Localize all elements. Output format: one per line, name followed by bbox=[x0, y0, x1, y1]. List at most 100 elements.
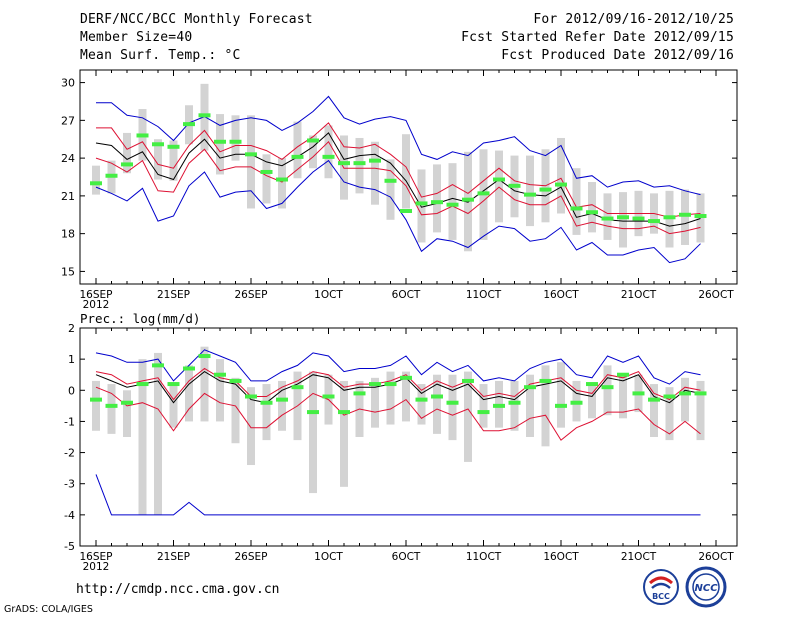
prec-observation-mark bbox=[276, 397, 288, 402]
prec-spread-box bbox=[402, 371, 410, 422]
temp-observation-mark bbox=[245, 152, 257, 157]
temp-observation-mark bbox=[400, 208, 412, 213]
produced-date: Fcst Produced Date 2012/09/16 bbox=[501, 48, 734, 63]
source-url[interactable]: http://cmdp.ncc.cma.gov.cn bbox=[76, 582, 280, 597]
temp-spread-box bbox=[557, 137, 565, 214]
prec-ytick-label: -4 bbox=[64, 509, 75, 522]
temp-observation-mark bbox=[632, 216, 645, 221]
prec-spread-box bbox=[433, 374, 441, 434]
temp-series-mean bbox=[95, 132, 701, 227]
temp-xtick-label: 6OCT bbox=[392, 289, 421, 301]
prec-observation-mark bbox=[508, 400, 521, 405]
prec-xtick-label: 26SEP bbox=[235, 551, 268, 563]
prec-observation-mark bbox=[415, 397, 428, 402]
temp-ytick-label: 18 bbox=[61, 228, 75, 241]
temp-observation-mark bbox=[183, 122, 195, 127]
prec-observation-mark bbox=[663, 394, 676, 399]
temp-ytick-label: 30 bbox=[61, 77, 75, 90]
temp-spread-box bbox=[588, 182, 596, 233]
prec-spread-box bbox=[386, 371, 395, 425]
temp-observation-mark bbox=[276, 177, 288, 182]
temp-observation-mark bbox=[121, 162, 133, 167]
temp-spread-box bbox=[278, 158, 286, 209]
prec-observation-mark bbox=[477, 410, 490, 415]
prec-observation-mark bbox=[539, 378, 552, 383]
temp-xtick-label: 26SEP bbox=[235, 289, 268, 301]
prec-series-max bbox=[95, 349, 701, 385]
temp-spread-box bbox=[526, 155, 534, 227]
prec-observation-mark bbox=[555, 403, 567, 408]
temp-observation-mark bbox=[555, 182, 567, 187]
prec-spread-box bbox=[510, 380, 519, 431]
temp-observation-mark bbox=[90, 181, 102, 186]
temp-spread-box bbox=[386, 159, 395, 220]
prec-spread-box bbox=[154, 352, 162, 515]
prec-xtick-year: 2012 bbox=[83, 561, 110, 573]
temp-observation-mark bbox=[493, 177, 505, 182]
prec-xtick-label: 21SEP bbox=[157, 551, 190, 563]
temp-xtick-label: 21SEP bbox=[157, 289, 190, 301]
temp-observation-mark bbox=[105, 173, 118, 178]
prec-spread-box bbox=[464, 371, 472, 462]
prec-observation-mark bbox=[648, 397, 660, 402]
prec-observation-mark bbox=[586, 382, 598, 387]
prec-observation-mark bbox=[245, 394, 257, 399]
temp-observation-mark bbox=[152, 142, 164, 147]
prec-observation-mark bbox=[307, 410, 319, 415]
temp-observation-mark bbox=[307, 138, 319, 143]
temp-observation-mark bbox=[586, 210, 598, 215]
prec-spread-box bbox=[309, 371, 317, 494]
temp-spread-box bbox=[92, 165, 100, 195]
temp-xtick-label: 16OCT bbox=[543, 289, 579, 301]
prec-observation-mark bbox=[260, 400, 273, 405]
member-size: Member Size=40 bbox=[80, 30, 193, 45]
temp-xtick-label: 1OCT bbox=[314, 289, 343, 301]
prec-xtick-label: 1OCT bbox=[314, 551, 343, 563]
prec-spread-box bbox=[216, 359, 224, 422]
prec-spread-box bbox=[479, 384, 488, 428]
prec-xtick-label: 16OCT bbox=[543, 551, 579, 563]
temp-observation-mark bbox=[431, 200, 443, 205]
ncc-logo-text: NCC bbox=[694, 583, 718, 594]
prec-spread-box bbox=[123, 390, 131, 437]
prec-spread-box bbox=[138, 359, 147, 515]
prec-ytick-label: 0 bbox=[68, 384, 75, 397]
temp-observation-mark bbox=[291, 154, 304, 159]
temp-series-min bbox=[95, 159, 701, 264]
temp-spread-box bbox=[262, 154, 271, 204]
temp-observation-mark bbox=[384, 178, 397, 183]
temp-observation-mark bbox=[601, 216, 614, 221]
temp-xtick-label: 26OCT bbox=[698, 289, 734, 301]
prec-spread-box bbox=[92, 380, 100, 431]
prec-spread-box bbox=[185, 365, 193, 422]
temp-series-max bbox=[96, 95, 701, 196]
prec-spread-box bbox=[231, 377, 240, 444]
prec-spread-box bbox=[650, 384, 658, 437]
temp-spread-box bbox=[448, 163, 457, 240]
temp-spread-box bbox=[169, 140, 178, 181]
bcc-logo-text: BCC bbox=[652, 592, 670, 601]
temp-observation-mark bbox=[539, 187, 552, 192]
prec-xtick-label: 6OCT bbox=[392, 551, 421, 563]
prec-observation-mark bbox=[105, 403, 118, 408]
prec-observation-mark bbox=[291, 385, 304, 390]
temp-observation-mark bbox=[570, 206, 583, 211]
temp-observation-mark bbox=[198, 113, 211, 118]
temp-spread-box bbox=[247, 115, 255, 209]
forecast-period: For 2012/09/16-2012/10/25 bbox=[533, 12, 734, 27]
temp-ytick-label: 27 bbox=[61, 114, 75, 127]
prec-spread-box bbox=[557, 362, 565, 428]
prec-ytick-label: 1 bbox=[68, 353, 75, 366]
prec-spread-box bbox=[340, 380, 348, 487]
ncc-logo: NCC bbox=[685, 566, 727, 608]
temp-spread-box bbox=[417, 169, 426, 243]
temp-ytick-label: 24 bbox=[61, 152, 75, 165]
prec-ytick-label: -5 bbox=[64, 540, 75, 553]
temp-observation-mark bbox=[229, 139, 242, 144]
temp-series-p-low bbox=[95, 140, 701, 235]
bcc-logo: BCC bbox=[643, 569, 679, 605]
temp-plot-frame bbox=[79, 69, 738, 285]
temp-observation-mark bbox=[617, 215, 629, 220]
prec-spread-box bbox=[588, 384, 596, 419]
